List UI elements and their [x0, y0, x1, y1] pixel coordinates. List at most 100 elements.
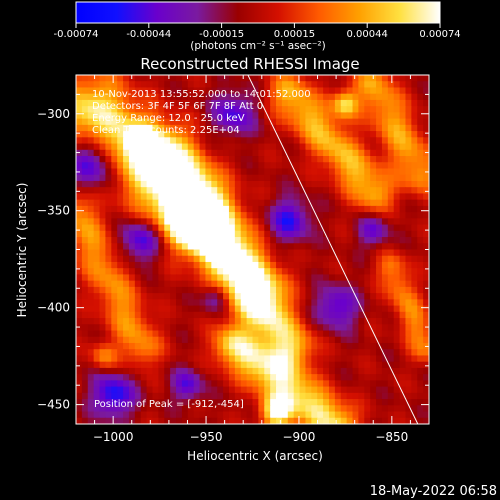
heatmap-cell — [111, 349, 118, 357]
heatmap-cell — [217, 367, 224, 375]
heatmap-cell — [176, 336, 183, 344]
heatmap-cell — [417, 224, 424, 232]
heatmap-cell — [405, 237, 412, 244]
heatmap-cell — [193, 342, 201, 350]
heatmap-cell — [199, 280, 207, 288]
heatmap-cell — [364, 411, 371, 419]
heatmap-cell — [417, 380, 424, 388]
heatmap-cell — [81, 99, 89, 107]
heatmap-cell — [258, 124, 265, 132]
heatmap-cell — [199, 318, 207, 325]
heatmap-cell — [405, 243, 412, 251]
heatmap-cell — [234, 361, 242, 369]
heatmap-cell — [323, 224, 330, 232]
heatmap-cell — [111, 293, 118, 300]
heatmap-cell — [87, 218, 95, 226]
heatmap-cell — [346, 268, 354, 276]
heatmap-cell — [423, 380, 429, 388]
heatmap-cell — [364, 218, 371, 226]
heatmap-cell — [352, 349, 359, 357]
heatmap-cell — [411, 99, 418, 107]
heatmap-cell — [76, 237, 83, 244]
heatmap-cell — [81, 243, 89, 251]
heatmap-cell — [381, 280, 389, 288]
heatmap-cell — [370, 411, 377, 419]
heatmap-cell — [387, 249, 395, 257]
heatmap-cell — [99, 199, 107, 207]
heatmap-cell — [205, 399, 212, 406]
heatmap-cell — [205, 99, 212, 107]
heatmap-cell — [193, 274, 201, 282]
heatmap-cell — [370, 305, 377, 313]
heatmap-cell — [258, 280, 265, 288]
heatmap-cell — [217, 399, 224, 406]
heatmap-cell — [393, 131, 401, 138]
heatmap-cell — [105, 174, 112, 182]
heatmap-cell — [181, 367, 189, 375]
heatmap-cell — [270, 205, 277, 213]
heatmap-cell — [240, 75, 248, 82]
heatmap-cell — [158, 280, 165, 288]
heatmap-cell — [93, 180, 101, 188]
heatmap-cell — [276, 156, 283, 163]
heatmap-cell — [393, 261, 401, 269]
heatmap-cell — [381, 180, 389, 188]
heatmap-cell — [93, 137, 101, 145]
heatmap-cell — [346, 274, 354, 282]
heatmap-cell — [299, 280, 307, 288]
heatmap-cell — [293, 399, 301, 406]
heatmap-cell — [293, 99, 301, 107]
heatmap-cell — [99, 106, 107, 113]
heatmap-cell — [352, 405, 359, 413]
heatmap-cell — [146, 349, 154, 357]
heatmap-cell — [299, 174, 307, 182]
heatmap-cell — [340, 131, 348, 138]
heatmap-cell — [111, 174, 118, 182]
heatmap-cell — [340, 405, 348, 413]
heatmap-cell — [140, 374, 148, 381]
heatmap-cell — [140, 87, 148, 95]
heatmap-cell — [217, 131, 224, 138]
heatmap-cell — [181, 374, 189, 381]
heatmap-cell — [311, 268, 318, 276]
heatmap-cell — [199, 149, 207, 157]
heatmap-cell — [217, 405, 224, 413]
heatmap-cell — [146, 286, 154, 294]
heatmap-cell — [323, 386, 330, 394]
heatmap-cell — [134, 174, 142, 182]
heatmap-cell — [352, 218, 359, 226]
heatmap-cell — [328, 137, 336, 145]
heatmap-cell — [270, 212, 277, 219]
heatmap-cell — [199, 268, 207, 276]
heatmap-cell — [417, 367, 424, 375]
heatmap-cell — [376, 87, 383, 95]
heatmap-cell — [293, 124, 301, 132]
heatmap-cell — [364, 355, 371, 363]
heatmap-cell — [305, 380, 312, 388]
heatmap-cell — [217, 417, 224, 424]
heatmap-cell — [358, 355, 365, 363]
heatmap-cell — [270, 299, 277, 307]
heatmap-cell — [305, 280, 312, 288]
heatmap-cell — [323, 286, 330, 294]
heatmap-cell — [223, 268, 230, 276]
heatmap-cell — [123, 81, 130, 89]
heatmap-cell — [352, 367, 359, 375]
heatmap-cell — [346, 187, 354, 195]
heatmap-cell — [276, 411, 283, 419]
heatmap-cell — [87, 305, 95, 313]
heatmap-cell — [99, 349, 107, 357]
heatmap-cell — [87, 380, 95, 388]
heatmap-cell — [270, 168, 277, 176]
heatmap-cell — [393, 405, 401, 413]
heatmap-cell — [140, 255, 148, 263]
heatmap-cell — [146, 355, 154, 363]
heatmap-cell — [140, 349, 148, 357]
heatmap-cell — [305, 392, 312, 400]
heatmap-cell — [352, 162, 359, 170]
heatmap-cell — [158, 212, 165, 219]
heatmap-cell — [187, 131, 195, 138]
heatmap-cell — [323, 293, 330, 300]
heatmap-cell — [152, 174, 159, 182]
heatmap-cell — [299, 106, 307, 113]
